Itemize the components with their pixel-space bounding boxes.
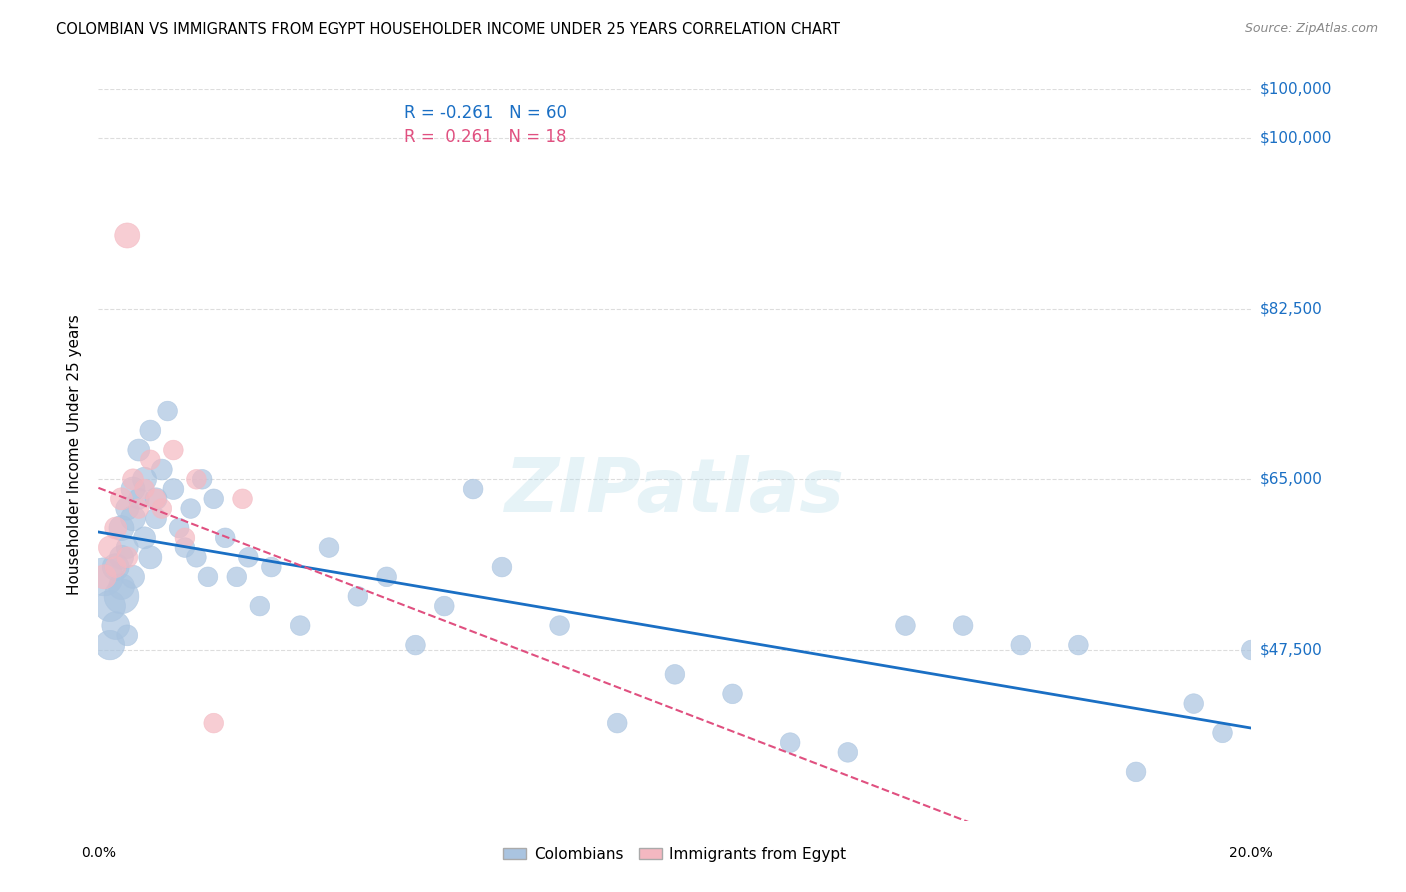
Point [214, 531, 236, 545]
Text: $47,500: $47,500 [1260, 642, 1323, 657]
Point [93, 570, 115, 584]
Point [110, 590, 132, 604]
Point [318, 541, 340, 555]
Point [139, 550, 162, 565]
Point [134, 482, 156, 496]
Point [150, 462, 173, 476]
Point [721, 687, 744, 701]
Point [197, 570, 219, 584]
Point [110, 550, 132, 565]
Point [134, 531, 156, 545]
Point [128, 501, 150, 516]
Point [104, 521, 127, 535]
Point [104, 618, 127, 632]
Point [122, 482, 145, 496]
Point [186, 472, 208, 486]
Point [606, 716, 628, 731]
Point [104, 560, 127, 574]
Text: $65,000: $65,000 [1260, 472, 1323, 487]
Point [375, 570, 398, 584]
Point [117, 550, 138, 565]
Point [162, 443, 184, 458]
Text: R =  0.261   N = 18: R = 0.261 N = 18 [404, 128, 567, 145]
Point [491, 560, 513, 574]
Point [290, 618, 312, 632]
Point [186, 550, 208, 565]
Point [837, 745, 859, 759]
Point [98, 638, 121, 652]
Point [346, 590, 368, 604]
Point [162, 482, 184, 496]
Point [122, 570, 145, 584]
Point [191, 472, 214, 486]
Point [128, 443, 150, 458]
Text: R = -0.261   N = 60: R = -0.261 N = 60 [404, 103, 567, 121]
Point [122, 472, 145, 486]
Point [139, 452, 162, 467]
Point [128, 491, 150, 506]
Text: $100,000: $100,000 [1260, 82, 1331, 96]
Point [167, 521, 190, 535]
Point [1125, 764, 1147, 779]
Point [145, 511, 167, 525]
Point [117, 541, 138, 555]
Point [104, 560, 127, 574]
Text: Source: ZipAtlas.com: Source: ZipAtlas.com [1244, 22, 1378, 36]
Text: COLOMBIAN VS IMMIGRANTS FROM EGYPT HOUSEHOLDER INCOME UNDER 25 YEARS CORRELATION: COLOMBIAN VS IMMIGRANTS FROM EGYPT HOUSE… [56, 22, 841, 37]
Point [117, 628, 138, 642]
Point [110, 521, 132, 535]
Point [117, 501, 138, 516]
Point [894, 618, 917, 632]
Point [156, 404, 179, 418]
Text: 0.0%: 0.0% [82, 846, 115, 860]
Point [548, 618, 571, 632]
Point [1182, 697, 1205, 711]
Point [249, 599, 271, 613]
Text: $100,000: $100,000 [1260, 130, 1331, 145]
Point [93, 570, 115, 584]
Point [952, 618, 974, 632]
Point [117, 228, 138, 243]
Point [260, 560, 283, 574]
Point [174, 531, 197, 545]
Point [433, 599, 456, 613]
Text: $82,500: $82,500 [1260, 301, 1323, 316]
Point [1010, 638, 1032, 652]
Text: 20.0%: 20.0% [1229, 846, 1274, 860]
Point [238, 550, 260, 565]
Point [139, 424, 162, 438]
Point [122, 511, 145, 525]
Point [202, 491, 225, 506]
Point [405, 638, 427, 652]
Y-axis label: Householder Income Under 25 years: Householder Income Under 25 years [67, 315, 83, 595]
Point [150, 501, 173, 516]
Point [98, 541, 121, 555]
Point [225, 570, 247, 584]
Text: ZIPatlas: ZIPatlas [505, 455, 845, 528]
Point [98, 599, 121, 613]
Point [664, 667, 686, 681]
Point [1240, 643, 1263, 657]
Legend: Colombians, Immigrants from Egypt: Colombians, Immigrants from Egypt [498, 840, 852, 868]
Point [134, 472, 156, 486]
Point [1212, 726, 1234, 740]
Point [180, 501, 202, 516]
Point [461, 482, 484, 496]
Point [779, 736, 801, 750]
Point [110, 580, 132, 594]
Point [1067, 638, 1090, 652]
Point [174, 541, 197, 555]
Point [145, 491, 167, 506]
Point [145, 491, 167, 506]
Point [231, 491, 254, 506]
Point [110, 491, 132, 506]
Point [202, 716, 225, 731]
